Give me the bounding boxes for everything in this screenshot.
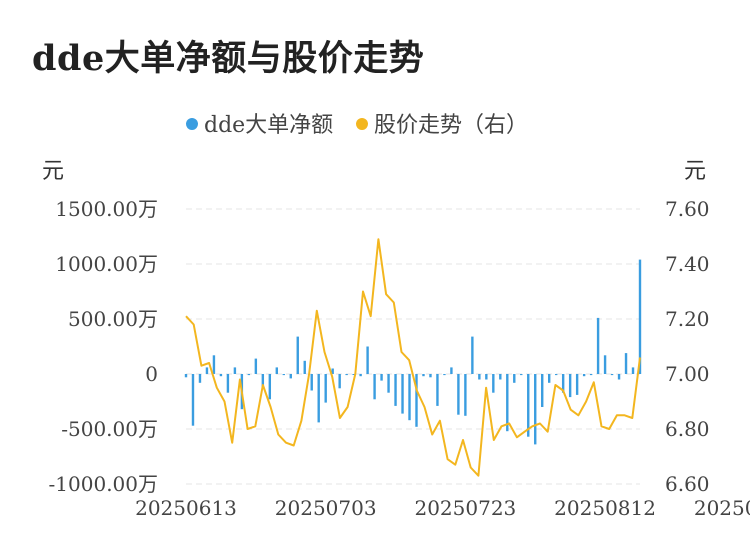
dde-bar xyxy=(310,374,313,391)
dde-bar xyxy=(352,374,355,375)
dde-bar xyxy=(436,374,439,406)
dde-bar xyxy=(506,374,509,432)
x-axis-tick-label: 20250703 xyxy=(275,496,377,520)
right-axis-tick-label: 7.00 xyxy=(665,362,710,386)
dde-bar xyxy=(233,367,237,374)
dde-bar xyxy=(554,374,558,376)
right-axis-tick-label: 7.20 xyxy=(665,307,710,331)
dde-bar xyxy=(296,336,299,374)
dde-bar xyxy=(603,355,607,374)
dde-bar xyxy=(527,374,530,437)
dde-bar xyxy=(575,374,579,395)
dde-bar xyxy=(534,374,537,445)
left-axis-tick-label: 1500.00万 xyxy=(55,197,158,221)
x-axis-tick-label: 20250613 xyxy=(135,496,237,520)
dde-bar xyxy=(464,374,467,416)
left-axis-unit-label: 元 xyxy=(42,159,64,184)
dde-bar xyxy=(617,374,621,380)
dde-bar xyxy=(610,374,614,376)
dde-bar xyxy=(492,374,495,393)
dde-bar xyxy=(624,353,628,374)
dde-bar xyxy=(303,360,306,374)
dde-bar xyxy=(422,374,425,377)
dde-bar xyxy=(471,336,474,374)
legend-label-price: 股价走势（右） xyxy=(374,113,528,138)
dde-bar xyxy=(324,374,327,403)
chart-title: dde大单净额与股价走势 xyxy=(32,38,425,79)
left-axis-tick-label: -500.00万 xyxy=(61,417,158,441)
dde-bar xyxy=(520,374,523,376)
dde-bar xyxy=(561,374,565,393)
dde-bar xyxy=(513,374,516,383)
dde-bar xyxy=(359,374,362,377)
dde-bar xyxy=(366,346,369,374)
x-axis-tick-label: 20250812 xyxy=(554,496,656,520)
dde-bar xyxy=(387,374,390,393)
dde-bar xyxy=(184,374,188,378)
right-axis-tick-label: 7.60 xyxy=(665,197,710,221)
dde-bar xyxy=(638,259,642,374)
right-axis-tick-label: 7.40 xyxy=(665,252,710,276)
dde-bar xyxy=(380,374,383,381)
dde-bar xyxy=(548,374,551,383)
dde-bar xyxy=(212,355,216,374)
dde-bar xyxy=(261,374,265,388)
dde-bar xyxy=(568,374,572,398)
dde-bar xyxy=(631,367,635,374)
dde-bar xyxy=(408,374,411,421)
right-axis-tick-label: 6.80 xyxy=(665,417,710,441)
price-line xyxy=(185,238,641,477)
dde-bar xyxy=(478,374,481,380)
dde-bar xyxy=(596,317,600,374)
legend-marker-price xyxy=(356,118,368,130)
right-axis-tick-label: 6.60 xyxy=(665,472,710,496)
dde-bar xyxy=(338,374,341,389)
dde-bar xyxy=(415,374,418,427)
dde-bar xyxy=(317,374,320,423)
dde-bar xyxy=(247,374,251,376)
dde-bar xyxy=(219,374,223,377)
dde-bar xyxy=(457,374,460,415)
dde-bar xyxy=(289,374,292,379)
dde-bar xyxy=(254,358,258,374)
dde-bar xyxy=(582,374,586,377)
dde-bar xyxy=(205,367,209,374)
dde-bar xyxy=(485,374,488,380)
dde-bar xyxy=(541,374,544,407)
x-axis-tick-label: 20250723 xyxy=(414,496,516,520)
left-axis-tick-label: 1000.00万 xyxy=(55,252,158,276)
dde-bar xyxy=(345,374,348,376)
dde-bar xyxy=(589,374,593,376)
dde-bar xyxy=(226,374,230,393)
dde-bar xyxy=(331,368,334,374)
dde-bar xyxy=(401,374,404,414)
legend-label-dde: dde大单净额 xyxy=(204,113,333,138)
left-axis-tick-label: 500.00万 xyxy=(68,307,158,331)
dde-bar xyxy=(450,367,453,374)
left-axis-tick-label: -1000.00万 xyxy=(49,472,158,496)
dde-bar xyxy=(373,374,376,400)
dde-bar xyxy=(198,374,202,383)
x-axis-tick-label: 20250901 xyxy=(694,496,750,520)
dde-bar xyxy=(499,374,502,380)
dde-bar xyxy=(394,374,397,406)
left-axis-tick-label: 0 xyxy=(145,362,158,386)
dde-bar xyxy=(443,374,446,376)
legend-marker-dde xyxy=(186,118,198,130)
right-axis-unit-label: 元 xyxy=(684,159,706,184)
dde-bar xyxy=(282,374,285,376)
dde-bar xyxy=(275,367,278,374)
dde-bar xyxy=(429,374,432,378)
dde-bar xyxy=(191,374,195,426)
dde-bar xyxy=(268,374,272,400)
